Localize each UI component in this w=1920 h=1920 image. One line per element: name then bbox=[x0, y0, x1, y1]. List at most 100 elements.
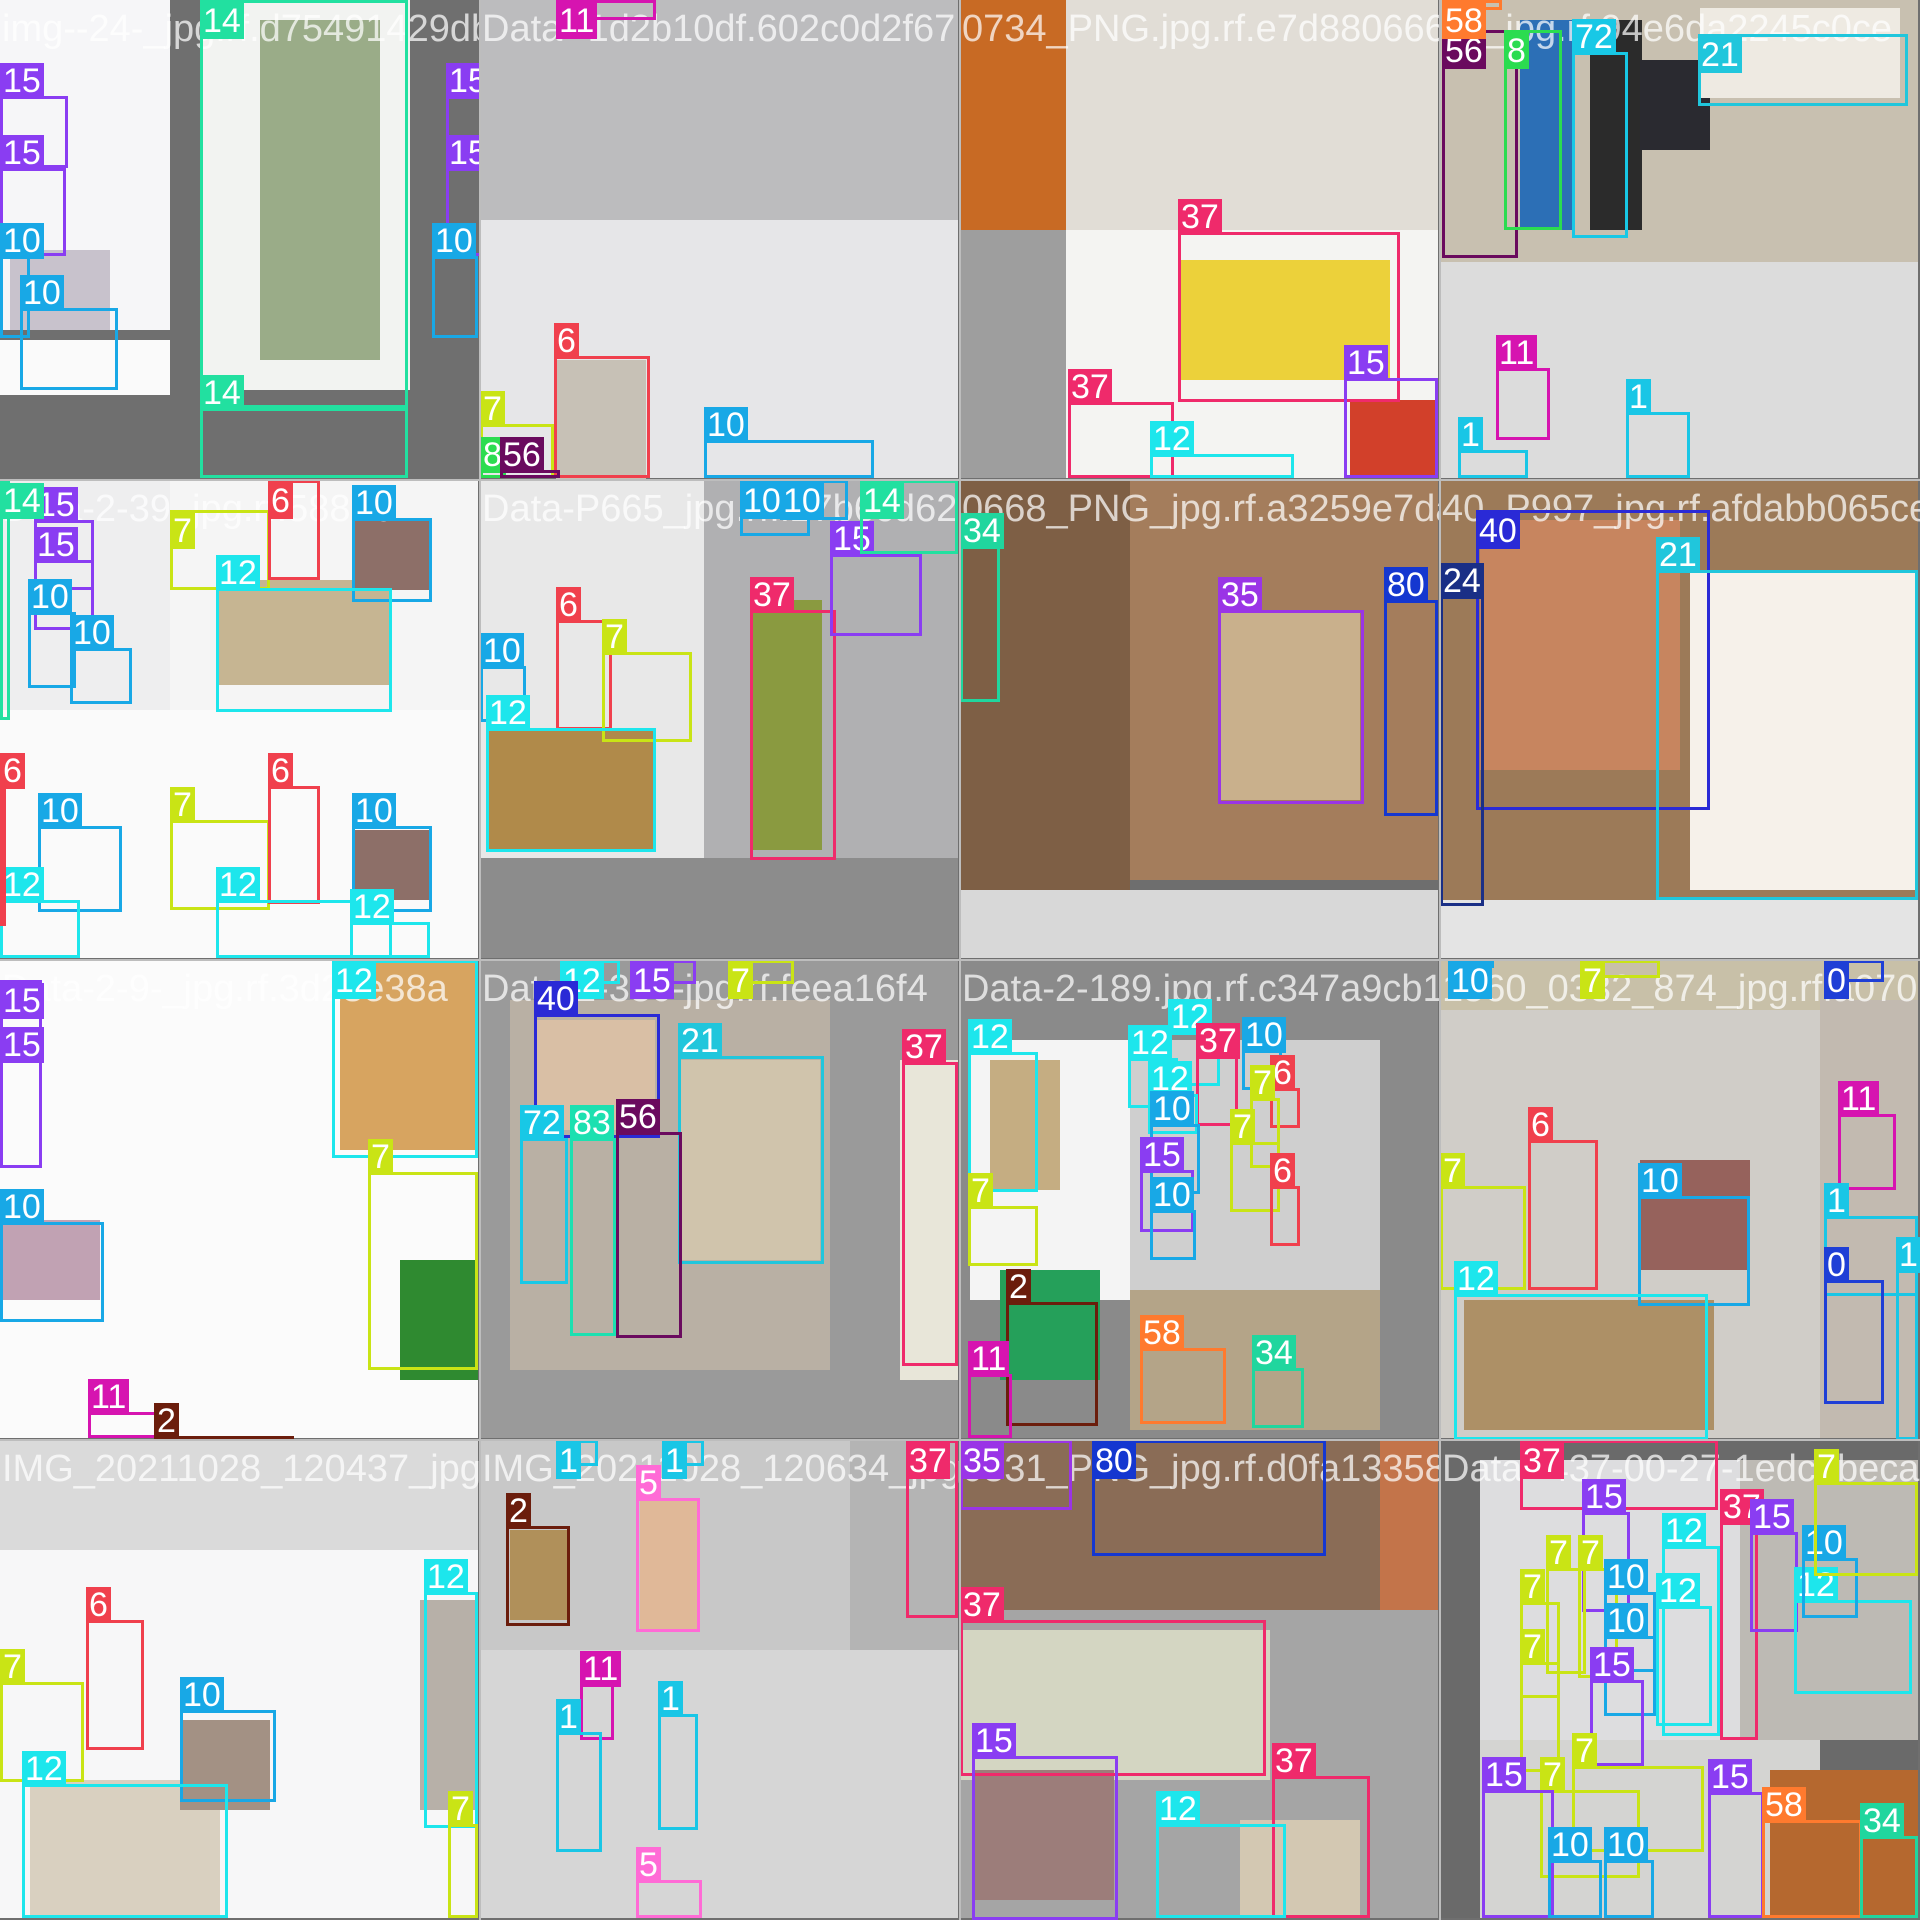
class-label: 15 bbox=[1750, 1499, 1794, 1535]
class-label: 0 bbox=[1824, 1247, 1849, 1283]
class-label: 12 bbox=[216, 555, 260, 591]
bounding-box: 7 bbox=[1540, 1757, 1640, 1878]
class-label: 15 bbox=[1482, 1757, 1526, 1793]
class-label: 7 bbox=[1520, 1629, 1545, 1665]
mosaic-tile: Data-2-189.jpg.rf.c347a9cb1 12 7 2 11 12 12 37 1… bbox=[960, 960, 1440, 1440]
bounding-box: 37 bbox=[1196, 1023, 1240, 1126]
class-label: 10 bbox=[740, 483, 784, 519]
image-region bbox=[480, 858, 958, 958]
bounding-box: 12 bbox=[1454, 1261, 1708, 1440]
bounding-box: 12 bbox=[216, 555, 392, 712]
class-label: 10 bbox=[480, 633, 524, 669]
class-label: 15 bbox=[1708, 1759, 1752, 1795]
class-label: 7 bbox=[1572, 1733, 1597, 1769]
class-label: 7 bbox=[448, 1791, 473, 1827]
class-label: 14 bbox=[0, 483, 44, 519]
class-label: 80 bbox=[1384, 567, 1428, 603]
mosaic-tile: IMG_20211028_120634_jpg.rf.a87c113725111… bbox=[480, 1440, 960, 1920]
bounding-box: 10 bbox=[28, 579, 76, 688]
class-label: 21 bbox=[1698, 37, 1742, 73]
class-label: 10 bbox=[1150, 1177, 1194, 1213]
class-label: 6 bbox=[556, 587, 581, 623]
class-label: 12 bbox=[350, 889, 394, 925]
bounding-box: 6 bbox=[0, 753, 25, 926]
mosaic-tile: Data-2-9-_jpg.rf.3d28e38a 15 15 10 12 7 11 2 bbox=[0, 960, 480, 1440]
bounding-box: 15 bbox=[972, 1723, 1118, 1920]
image-region bbox=[750, 600, 822, 850]
image-region bbox=[0, 1220, 100, 1300]
class-label: 72 bbox=[1572, 19, 1616, 55]
bounding-box: 8 bbox=[1504, 30, 1562, 230]
bounding-box: 2 bbox=[154, 1403, 294, 1440]
class-label: 35 bbox=[1218, 577, 1262, 613]
class-label: 1 bbox=[662, 1443, 687, 1479]
bounding-box: 12 bbox=[332, 960, 478, 1158]
bounding-box: 40 bbox=[1476, 510, 1710, 810]
bounding-box: 34 bbox=[960, 513, 1004, 702]
bounding-box: 12 bbox=[1662, 1513, 1720, 1736]
class-label: 11 bbox=[968, 1341, 1010, 1377]
image-region bbox=[352, 520, 432, 590]
bounding-box: 80 bbox=[1384, 567, 1438, 816]
image-region bbox=[1350, 400, 1438, 478]
bounding-box: 37 bbox=[1272, 1743, 1370, 1918]
class-label: 10 bbox=[704, 407, 748, 443]
bounding-box: 5 bbox=[636, 1847, 702, 1918]
bounding-box: 14 bbox=[200, 0, 408, 408]
class-label: 11 bbox=[580, 1651, 622, 1687]
bounding-box: 2 bbox=[1006, 1269, 1098, 1426]
mosaic-tile: 1560_0332_874_jpg.rf.a070 10 7 0 6 7 10 12 11 1 0 1 bbox=[1440, 960, 1920, 1440]
bounding-box: 72 bbox=[1572, 19, 1628, 238]
class-label: 37 bbox=[1196, 1023, 1240, 1059]
class-label: 14 bbox=[200, 375, 244, 411]
class-label: 7 bbox=[368, 1139, 393, 1175]
class-label: 10 bbox=[0, 223, 44, 259]
bounding-box: 72 bbox=[520, 1105, 568, 1284]
bounding-box: 10 bbox=[70, 615, 132, 704]
bounding-box: 10 bbox=[480, 633, 526, 722]
image-region bbox=[960, 0, 1066, 230]
bounding-box: 37 bbox=[750, 577, 836, 860]
bounding-box: 56 bbox=[616, 1099, 682, 1338]
class-label: 15 bbox=[446, 63, 480, 99]
image-region bbox=[0, 1440, 478, 1550]
class-label: 10 bbox=[1802, 1525, 1846, 1561]
bounding-box: 14 bbox=[200, 375, 408, 478]
class-label: 58 bbox=[1442, 3, 1486, 39]
class-label: 12 bbox=[332, 963, 376, 999]
bounding-box: 6 bbox=[1528, 1107, 1598, 1290]
bounding-box: 10 bbox=[704, 407, 874, 478]
class-label: 11 bbox=[1838, 1081, 1880, 1117]
bounding-box: 6 bbox=[554, 323, 650, 478]
bounding-box: 15 bbox=[0, 63, 68, 168]
class-label: 12 bbox=[968, 1019, 1012, 1055]
class-label: 12 bbox=[1128, 1025, 1172, 1061]
image-region bbox=[352, 830, 432, 900]
class-label: 6 bbox=[268, 483, 293, 519]
class-label: 37 bbox=[960, 1587, 1004, 1623]
class-label: 7 bbox=[170, 513, 195, 549]
class-label: 37 bbox=[906, 1443, 950, 1479]
bounding-box: 10 bbox=[780, 480, 848, 520]
tile-filename: IMG_20211028_120634_jpg.rf.a87c bbox=[482, 1448, 960, 1490]
class-label: 11 bbox=[556, 3, 598, 39]
bounding-box: 10 bbox=[432, 223, 478, 338]
image-region bbox=[1590, 20, 1642, 230]
class-label: 15 bbox=[1582, 1479, 1626, 1515]
class-label: 10 bbox=[352, 485, 396, 521]
image-region bbox=[990, 1060, 1060, 1190]
class-label: 12 bbox=[424, 1559, 468, 1595]
class-label: 72 bbox=[520, 1105, 564, 1141]
mosaic-tile: Data--437-00-27-1edcdbeca7 37 15 37 15 12 7 7 7 1… bbox=[1440, 1440, 1920, 1920]
class-label: 6 bbox=[1270, 1153, 1295, 1189]
class-label: 34 bbox=[1860, 1803, 1904, 1839]
mosaic-tile: 40_P997_jpg.rf.afdabb065ce 40 21 24 bbox=[1440, 480, 1920, 960]
mosaic-tile: Data--1d2b10df.602c0d2f67 11 6 7 10 8 56 bbox=[480, 0, 960, 480]
bounding-box: 12 bbox=[0, 867, 80, 958]
bounding-box: 10 bbox=[0, 1189, 104, 1322]
class-label: 37 bbox=[1178, 199, 1222, 235]
bounding-box: 11 bbox=[580, 1651, 622, 1740]
class-label: 6 bbox=[86, 1587, 111, 1623]
bounding-box: 11 bbox=[1496, 335, 1550, 440]
tile-filename: 40_P997_jpg.rf.afdabb065ce bbox=[1442, 488, 1920, 530]
